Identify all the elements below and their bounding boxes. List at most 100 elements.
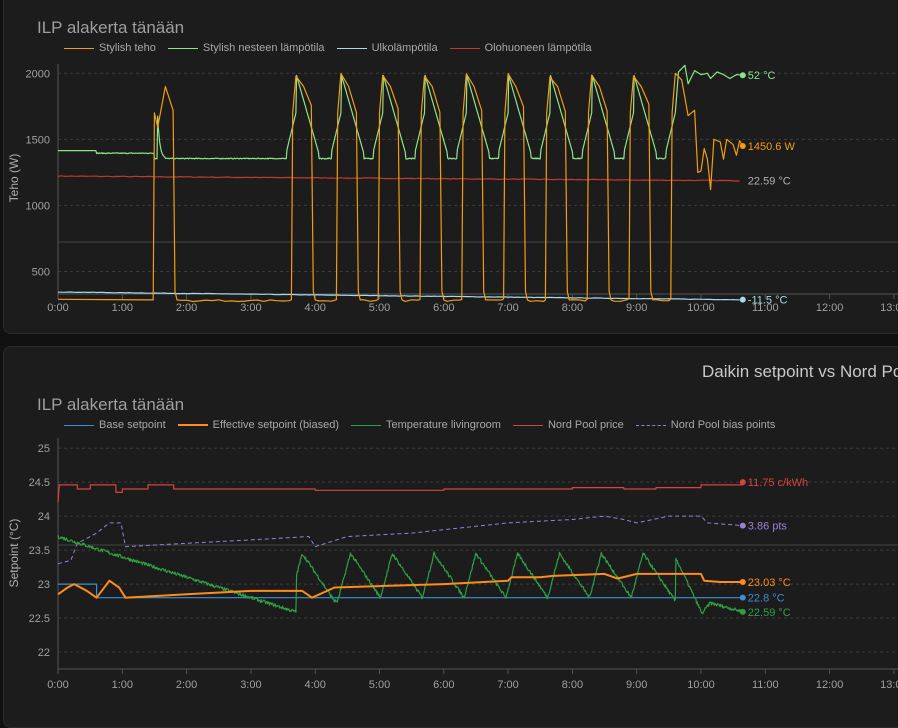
- x-tick-label: 13:00: [880, 302, 898, 314]
- legend-swatch: [177, 424, 208, 426]
- series-ulko: [58, 291, 740, 301]
- legend-label: Temperature livingroom: [386, 419, 501, 431]
- x-tick-label: 5:00: [369, 679, 390, 691]
- legend-swatch: [635, 424, 666, 426]
- legend-label: Stylish nesteen lämpötila: [202, 42, 325, 54]
- x-tick-label: 10:00: [687, 302, 715, 314]
- series-nordpool-bias-end-label: 3.86 pts: [748, 521, 788, 533]
- legend-swatch: [64, 424, 94, 426]
- x-tick-label: 8:00: [562, 679, 583, 691]
- x-tick-label: 6:00: [433, 679, 454, 691]
- x-tick-label: 2:00: [176, 302, 197, 314]
- x-tick-label: 1:00: [112, 679, 133, 691]
- series-effective-setpoint-end-label: 23.03 °C: [748, 577, 791, 589]
- series-base-setpoint-end-label: 22.8 °C: [748, 593, 785, 605]
- x-tick-label: 7:00: [497, 302, 518, 314]
- x-tick-label: 12:00: [816, 302, 844, 314]
- x-tick-label: 9:00: [626, 679, 647, 691]
- series-nordpool-price-marker: [739, 479, 746, 486]
- charts-svg: 500 1000 1500 2000 0:00 1:00 2:00 3:00 4:00 5:00 6…: [7, 64, 898, 691]
- series-olohuone-end-label: 22.59 °C: [748, 176, 791, 188]
- y-tick-label: 1000: [26, 200, 50, 212]
- legend-label: Nord Pool bias points: [670, 419, 776, 431]
- chart-title: ILP alakerta tänään: [37, 395, 185, 414]
- legend-swatch: [351, 424, 382, 426]
- legend: Stylish teho Stylish nesteen lämpötila Ulk…: [64, 42, 604, 54]
- x-tick-label: 11:00: [752, 302, 779, 314]
- x-tick-label: 9:00: [626, 302, 647, 314]
- legend-swatch: [64, 47, 94, 49]
- setpoint-chart-card: Daikin setpoint vs Nord Pool ILP alakert…: [3, 346, 898, 728]
- legend-item[interactable]: Ulkolämpötila: [336, 42, 438, 54]
- x-tick-label: 13:00: [880, 679, 898, 691]
- legend-item[interactable]: Nord Pool price: [512, 419, 624, 431]
- x-tick-label: 11:00: [752, 679, 779, 691]
- legend-label: Base setpoint: [99, 419, 166, 431]
- y-axis-label: Setpoint (°C): [7, 519, 21, 588]
- legend-label: Nord Pool price: [547, 419, 624, 431]
- series-teho: [57, 72, 744, 303]
- y-tick-label: 22: [38, 647, 50, 659]
- series-temp-livingroom: [57, 534, 744, 615]
- x-tick-label: 7:00: [497, 679, 518, 691]
- legend-swatch: [449, 47, 480, 49]
- x-tick-label: 4:00: [304, 679, 325, 691]
- legend-label: Olohuoneen lämpötila: [484, 42, 592, 54]
- chart-title: ILP alakerta tänään: [37, 18, 185, 37]
- legend-label: Effective setpoint (biased): [212, 419, 340, 431]
- x-tick-label: 8:00: [562, 302, 583, 314]
- legend-item[interactable]: Temperature livingroom: [351, 419, 501, 431]
- series-neste-end-label: 52 °C: [748, 70, 776, 82]
- legend-swatch: [336, 47, 367, 49]
- card-title: Daikin setpoint vs Nord Pool: [702, 362, 898, 381]
- y-tick-label: 1500: [26, 134, 50, 146]
- series-base-setpoint: [58, 583, 743, 599]
- series-neste: [58, 64, 743, 160]
- legend-item[interactable]: Stylish teho: [64, 42, 156, 54]
- y-tick-label: 22.5: [29, 613, 50, 625]
- series-nordpool-bias: [57, 515, 743, 565]
- legend-item[interactable]: Stylish nesteen lämpötila: [167, 42, 325, 54]
- series-temp-livingroom-end-label: 22.59 °C: [748, 607, 791, 619]
- series-ulko-marker: [739, 296, 746, 303]
- legend-swatch: [167, 47, 198, 49]
- series-temp-livingroom-marker: [739, 608, 746, 615]
- x-tick-label: 3:00: [240, 302, 261, 314]
- series-nordpool-price-end-label: 11.75 c/kWh: [748, 477, 808, 489]
- y-tick-label: 2000: [26, 68, 50, 80]
- series-teho-marker: [739, 142, 746, 149]
- y-axis-label: Teho (W): [7, 154, 21, 203]
- x-tick-label: 4:00: [304, 302, 325, 314]
- x-tick-label: 0:00: [47, 679, 68, 691]
- x-tick-label: 10:00: [687, 679, 715, 691]
- x-tick-label: 1:00: [112, 302, 133, 314]
- series-nordpool-price: [57, 482, 744, 503]
- series-ulko-end-label: -11.5 °C: [748, 295, 788, 307]
- y-tick-label: 23: [38, 579, 50, 591]
- y-tick-label: 500: [32, 267, 50, 279]
- legend-label: Ulkolämpötila: [371, 42, 438, 54]
- x-tick-label: 0:00: [47, 302, 68, 314]
- x-tick-label: 12:00: [816, 679, 844, 691]
- series-neste-marker: [739, 72, 746, 79]
- x-tick-label: 2:00: [176, 679, 197, 691]
- legend-label: Stylish teho: [99, 42, 156, 54]
- series-teho-end-label: 1450.6 W: [748, 141, 796, 153]
- x-tick-label: 3:00: [240, 679, 261, 691]
- legend: Base setpoint Effective setpoint (biased)…: [64, 419, 787, 431]
- x-tick-label: 6:00: [433, 302, 454, 314]
- series-effective-setpoint-marker: [739, 579, 746, 586]
- legend-item[interactable]: Effective setpoint (biased): [177, 419, 340, 431]
- legend-item[interactable]: Base setpoint: [64, 419, 166, 431]
- y-tick-label: 24.5: [29, 477, 50, 489]
- series-nordpool-bias-marker: [739, 522, 746, 529]
- x-tick-label: 5:00: [369, 302, 390, 314]
- y-tick-label: 25: [38, 443, 50, 455]
- legend-item[interactable]: Nord Pool bias points: [635, 419, 776, 431]
- y-tick-label: 24: [38, 511, 50, 523]
- legend-item[interactable]: Olohuoneen lämpötila: [449, 42, 592, 54]
- y-tick-label: 23.5: [29, 545, 50, 557]
- series-base-setpoint-marker: [739, 594, 746, 601]
- power-chart-card: ILP alakerta tänään Stylish teho Stylish …: [3, 0, 898, 334]
- series-effective-setpoint: [57, 572, 743, 599]
